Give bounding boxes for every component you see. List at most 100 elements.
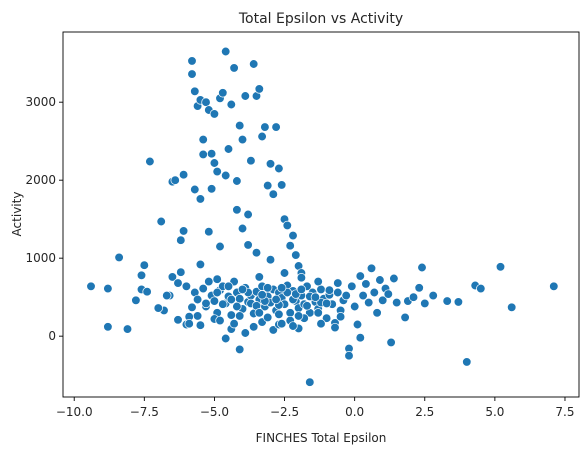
data-point-220 (212, 287, 222, 298)
data-point-149 (383, 289, 393, 299)
data-point-233 (335, 312, 346, 322)
data-point-136 (347, 281, 357, 291)
data-point-16 (170, 175, 180, 185)
data-point-162 (462, 357, 472, 367)
data-point-213 (324, 285, 335, 295)
data-point-224 (296, 284, 307, 295)
data-point-75 (215, 241, 225, 252)
data-point-40 (218, 88, 228, 98)
data-point-232 (313, 308, 323, 318)
data-point-225 (321, 298, 332, 309)
data-point-196 (296, 273, 307, 283)
data-point-206 (302, 301, 312, 311)
data-point-73 (195, 194, 206, 204)
data-point-92 (226, 310, 236, 320)
data-point-177 (268, 325, 278, 335)
data-point-183 (330, 322, 340, 333)
data-point-230 (274, 309, 284, 319)
data-point-72 (243, 240, 253, 250)
data-point-2 (103, 322, 113, 332)
data-point-188 (288, 321, 298, 331)
data-point-64 (282, 220, 292, 231)
data-point-34 (206, 149, 217, 159)
data-point-9 (142, 287, 152, 297)
data-point-144 (369, 287, 379, 298)
data-point-215 (226, 294, 236, 305)
data-point-194 (254, 272, 264, 282)
data-point-17 (173, 315, 183, 325)
data-point-38 (212, 166, 222, 177)
data-point-187 (277, 319, 287, 329)
data-point-36 (209, 158, 220, 168)
data-point-190 (162, 290, 172, 301)
data-points (86, 46, 559, 387)
x-tick-label: 7.5 (555, 405, 574, 419)
data-point-193 (212, 274, 222, 284)
data-point-71 (232, 205, 242, 215)
data-point-168 (173, 278, 183, 288)
data-point-231 (293, 311, 304, 321)
data-point-65 (285, 241, 295, 251)
data-point-222 (257, 290, 267, 300)
data-point-139 (355, 333, 365, 343)
data-point-0 (86, 281, 96, 291)
data-point-67 (291, 250, 301, 260)
data-point-10 (145, 156, 155, 167)
data-point-155 (408, 292, 419, 302)
data-point-45 (229, 63, 239, 73)
data-point-130 (333, 287, 343, 298)
data-point-24 (187, 56, 197, 66)
x-tick-label: −10.0 (56, 405, 93, 419)
data-point-37 (209, 109, 220, 119)
data-point-175 (249, 322, 259, 332)
data-point-76 (251, 248, 262, 258)
data-point-226 (192, 311, 203, 321)
data-point-228 (235, 311, 245, 321)
data-point-173 (240, 328, 250, 338)
y-tick-label: 1000 (25, 251, 56, 265)
data-point-138 (352, 319, 363, 330)
data-point-44 (226, 99, 236, 110)
data-point-1 (103, 283, 113, 294)
data-point-185 (229, 319, 239, 329)
data-point-62 (277, 180, 287, 190)
data-point-135 (344, 351, 354, 361)
data-point-47 (235, 120, 245, 131)
y-tick-label: 0 (48, 329, 56, 343)
chart-title: Total Epsilon vs Activity (238, 11, 403, 27)
data-point-150 (386, 337, 396, 348)
data-point-153 (400, 312, 410, 323)
data-point-42 (221, 46, 231, 57)
data-point-35 (206, 184, 217, 194)
data-point-61 (274, 163, 284, 174)
data-point-70 (237, 223, 248, 234)
data-point-78 (176, 267, 186, 277)
data-point-191 (153, 303, 163, 313)
data-point-229 (254, 308, 264, 318)
data-point-140 (358, 290, 368, 301)
x-axis-ticks: −10.0 −7.5 −5.0 −2.5 0.0 2.5 5.0 7.5 (56, 397, 575, 419)
data-point-146 (375, 275, 385, 285)
data-point-48 (237, 134, 248, 145)
data-point-201 (232, 301, 242, 312)
data-point-182 (316, 319, 326, 329)
data-point-208 (223, 281, 234, 291)
data-point-199 (355, 271, 365, 281)
data-point-219 (310, 292, 321, 302)
data-point-186 (263, 312, 273, 323)
data-point-142 (364, 297, 374, 308)
y-axis-ticks: 0 1000 2000 3000 (25, 95, 63, 343)
data-point-198 (333, 278, 343, 288)
data-point-161 (453, 297, 464, 307)
data-point-227 (215, 315, 225, 326)
data-point-54 (254, 84, 264, 94)
data-point-31 (198, 149, 208, 160)
data-point-18 (176, 235, 186, 245)
data-point-49 (240, 91, 250, 101)
data-point-11 (156, 216, 166, 227)
data-point-19 (178, 226, 189, 236)
data-point-23 (187, 69, 197, 79)
data-point-143 (366, 263, 377, 273)
data-point-170 (195, 320, 206, 330)
y-tick-label: 2000 (25, 173, 56, 187)
